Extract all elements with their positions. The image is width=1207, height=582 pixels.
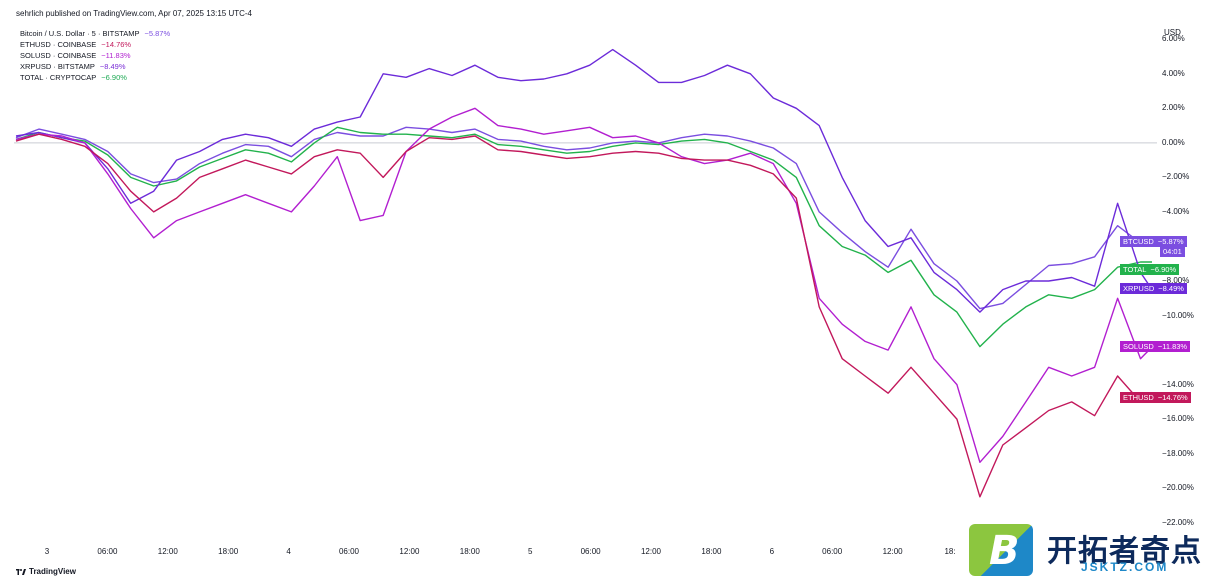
legend-item-eth[interactable]: ETHUSD · COINBASE −14.76% [20, 39, 170, 50]
x-tick-label: 4 [286, 547, 291, 556]
y-tick-label: 0.00% [1162, 137, 1185, 147]
badge-value: −8.49% [1158, 284, 1184, 294]
x-tick-label: 18: [944, 547, 956, 556]
legend: Bitcoin / U.S. Dollar · 5 · BITSTAMP −5.8… [20, 28, 170, 83]
badge-value: −6.90% [1150, 265, 1177, 274]
x-tick-label: 12:00 [882, 547, 903, 556]
series-line-total [15, 126, 1152, 348]
legend-value: −5.87% [144, 29, 171, 38]
y-tick-label: −8.00% [1162, 276, 1190, 285]
legend-label: Bitcoin / U.S. Dollar · 5 · BITSTAMP [20, 29, 140, 38]
y-tick-label: −18.00% [1162, 448, 1194, 458]
badge-ticker: ETHUSD [1123, 392, 1154, 402]
badge-value: −11.83% [1157, 342, 1188, 352]
x-tick-label: 6 [769, 547, 775, 556]
x-tick-label: 18:00 [701, 547, 722, 556]
legend-label: TOTAL · CRYPTOCAP [20, 73, 97, 82]
y-tick-label: 2.00% [1162, 103, 1185, 113]
x-tick-label: 06:00 [822, 547, 843, 556]
y-tick-label: −4.00% [1162, 206, 1190, 216]
legend-item-xrp[interactable]: XRPUSD · BITSTAMP −8.49% [20, 61, 170, 72]
watermark-text: 开拓者奇点 [1047, 534, 1202, 569]
legend-label: SOLUSD · COINBASE [20, 51, 97, 60]
price-badge-solusd: SOLUSD −11.83% [1120, 341, 1191, 353]
legend-value: −6.90% [101, 73, 127, 82]
badge-value: −14.76% [1157, 392, 1188, 402]
footer-brand[interactable]: TradingView [16, 567, 76, 576]
x-tick-label: 12:00 [640, 547, 662, 556]
tradingview-logo-icon [16, 568, 26, 575]
legend-value: −8.49% [99, 62, 126, 71]
badge-countdown: 04:01 [1160, 246, 1185, 258]
badge-ticker: SOLUSD [1123, 342, 1154, 352]
badge-ticker: TOTAL [1123, 265, 1147, 274]
x-tick-label: 5 [527, 547, 533, 556]
series-line-btcusd [15, 126, 1153, 310]
y-tick-label: −2.00% [1162, 172, 1190, 182]
legend-item-total[interactable]: TOTAL · CRYPTOCAP −6.90% [20, 72, 170, 83]
watermark-url: JSKTZ.COM [1081, 560, 1169, 574]
y-tick-label: −10.00% [1162, 310, 1194, 320]
x-tick-label: 06:00 [97, 547, 118, 556]
badge-value: −5.87% [1157, 237, 1184, 247]
series-line-solusd [15, 107, 1153, 463]
y-tick-label: −22.00% [1162, 517, 1194, 527]
y-tick-label: 4.00% [1162, 68, 1185, 78]
publish-info: sehrlich published on TradingView.com, A… [16, 9, 252, 18]
watermark-logo: B 开拓者奇点 JSKTZ.COM [963, 522, 1203, 580]
y-tick-label: 6.00% [1162, 34, 1185, 44]
chart-plot-area[interactable] [14, 22, 1157, 540]
x-tick-label: 12:00 [157, 547, 178, 556]
legend-label: ETHUSD · COINBASE [20, 40, 97, 49]
brand-name: TradingView [29, 567, 76, 576]
x-tick-label: 12:00 [399, 547, 420, 556]
legend-label: XRPUSD · BITSTAMP [20, 62, 95, 71]
badge-ticker: BTCUSD [1123, 237, 1154, 247]
watermark-badge: B [969, 524, 1033, 576]
y-tick-label: −14.00% [1162, 379, 1194, 389]
x-tick-label: 06:00 [338, 547, 360, 556]
series-line-ethusd [15, 133, 1153, 498]
legend-item-sol[interactable]: SOLUSD · COINBASE −11.83% [20, 50, 170, 61]
price-badge-btcusd: BTCUSD −5.87% [1120, 236, 1187, 248]
legend-value: −11.83% [101, 51, 131, 60]
y-tick-label: −16.00% [1162, 414, 1194, 424]
series-line-xrpusd [15, 48, 1153, 313]
price-badge-xrpusd: XRPUSD −8.49% [1120, 283, 1187, 295]
price-badge-ethusd: ETHUSD −14.76% [1120, 391, 1191, 403]
legend-item-btc[interactable]: Bitcoin / U.S. Dollar · 5 · BITSTAMP −5.8… [20, 28, 170, 39]
badge-ticker: XRPUSD [1123, 284, 1155, 294]
x-tick-label: 3 [44, 547, 50, 556]
legend-value: −14.76% [101, 40, 132, 49]
x-tick-label: 18:00 [459, 547, 480, 556]
x-tick-label: 06:00 [580, 547, 601, 556]
y-tick-label: −20.00% [1162, 483, 1194, 493]
price-badge-total: TOTAL −6.90% [1120, 264, 1180, 275]
axis-unit-label: USD [1164, 28, 1181, 37]
x-tick-label: 18:00 [218, 547, 239, 556]
watermark-letter: B [989, 528, 1020, 574]
